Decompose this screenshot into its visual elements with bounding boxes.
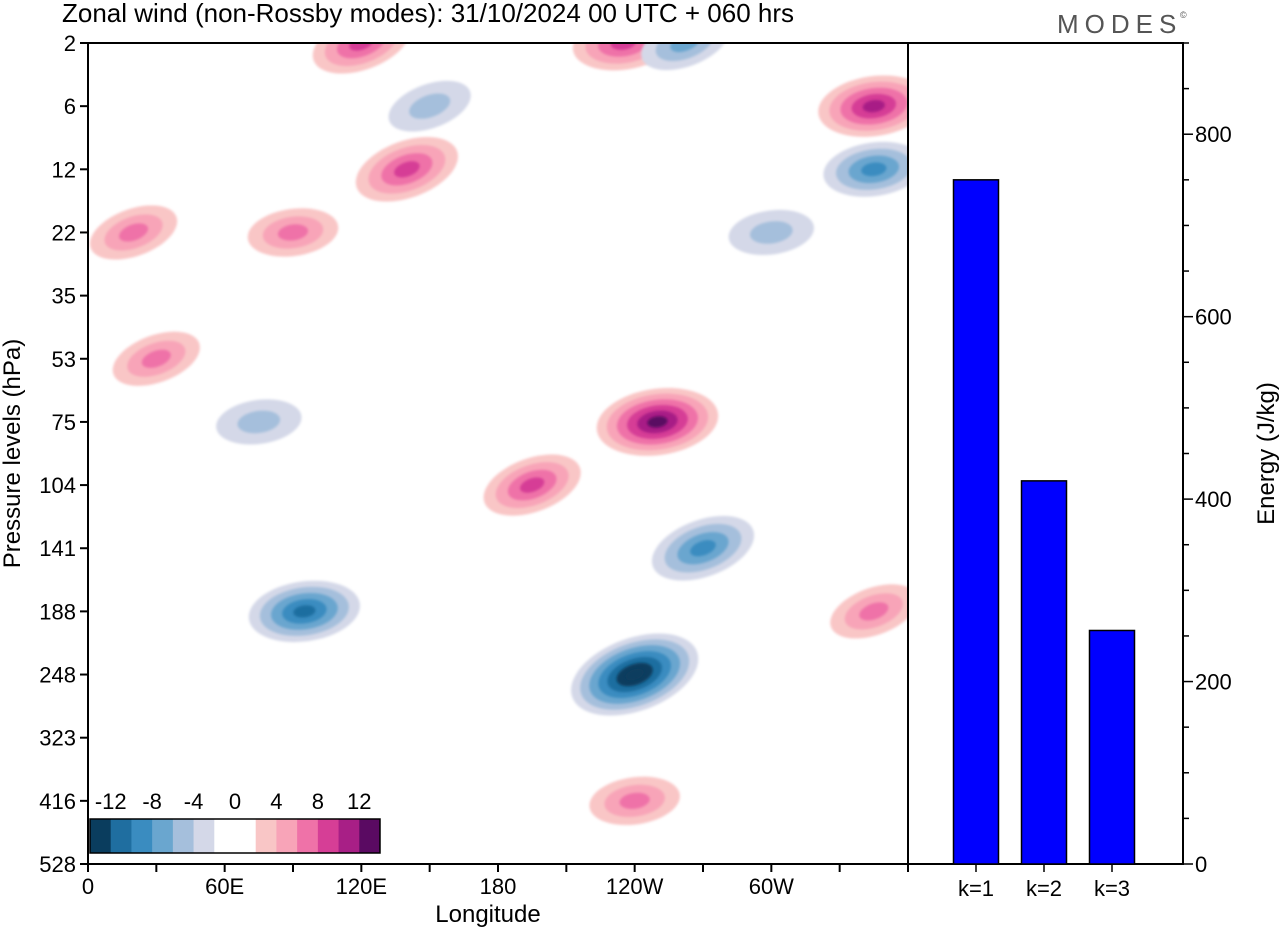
colorbar-swatch [193, 819, 215, 853]
wind-anomaly-blob [818, 75, 908, 137]
energy-tick-label: 400 [1195, 487, 1232, 512]
contour-band [520, 477, 545, 493]
x-tick-label: 120W [606, 874, 664, 899]
colorbar-label: -8 [142, 789, 162, 814]
wind-anomaly-blob [112, 331, 200, 386]
wind-anomaly-blob [596, 387, 719, 456]
y-tick-label: 188 [39, 599, 76, 624]
energy-bar-chart: 0 200 400 600 800 Energy (J/kg) k=1 k=2 k=3 [907, 42, 1280, 901]
colorbar-swatch [255, 819, 277, 853]
energy-bar [1020, 480, 1068, 865]
energy-tick-label: 600 [1195, 305, 1232, 330]
contour-band [625, 668, 644, 681]
wind-anomaly-blob [216, 399, 302, 445]
colorbar-swatch [359, 819, 381, 853]
wind-anomaly-blob [589, 776, 680, 826]
contour-band [619, 792, 650, 809]
wind-anomaly-blob [483, 454, 581, 516]
colorbar-label: 0 [229, 789, 241, 814]
y-tick-label: 22 [52, 220, 76, 245]
colorbar-label: -12 [95, 789, 127, 814]
wind-anomaly-blob [248, 580, 361, 643]
heatmap-field [89, 43, 908, 826]
y-tick-label: 528 [39, 852, 76, 877]
x-tick-label: 60W [749, 874, 794, 899]
colorbar-swatch [276, 819, 298, 853]
modes-logo: MODES [1057, 9, 1183, 39]
contour-band [409, 93, 451, 119]
y-tick-label: 6 [64, 94, 76, 119]
contour-band [141, 349, 171, 368]
y-tick-label: 53 [52, 347, 76, 372]
contour-band [647, 416, 668, 428]
bar-category-label: k=3 [1094, 876, 1130, 901]
energy-bar [952, 179, 1000, 865]
colorbar-frame [89, 818, 381, 854]
colorbar-swatch [235, 819, 257, 853]
contour-band [293, 605, 316, 618]
y-tick-label: 323 [39, 726, 76, 751]
colorbar-swatch [110, 819, 132, 853]
y-tick-label: 248 [39, 663, 76, 688]
y-tick-label: 104 [39, 473, 76, 498]
y-tick-label: 2 [64, 31, 76, 56]
colorbar-legend: -12 -8 -4 0 4 8 12 [89, 789, 381, 854]
y-tick-label: 12 [52, 157, 76, 182]
colorbar-swatch [131, 819, 153, 853]
energy-tick-label: 200 [1195, 670, 1232, 695]
colorbar-swatch [297, 819, 319, 853]
y-tick-label: 416 [39, 789, 76, 814]
wind-anomaly-blob [571, 633, 699, 716]
colorbar-label: 12 [347, 789, 371, 814]
wind-anomaly-blob [830, 584, 908, 639]
contour-band [861, 162, 887, 177]
colorbar-swatch [338, 819, 360, 853]
bar-category-label: k=1 [958, 876, 994, 901]
y-axis-title: Pressure levels (hPa) [0, 339, 26, 568]
contour-band [690, 540, 716, 557]
contour-band [119, 223, 149, 242]
x-axis-title: Longitude [435, 901, 540, 928]
contour-band [237, 410, 281, 434]
colorbar-label: -4 [184, 789, 204, 814]
copyright-mark: © [1180, 10, 1187, 20]
wind-anomaly-blob [355, 136, 458, 202]
colorbar-swatch [152, 819, 174, 853]
bar-category-label: k=2 [1026, 876, 1062, 901]
colorbar-swatch [317, 819, 340, 853]
wind-anomaly-blob [823, 141, 908, 197]
contour-band [749, 221, 793, 244]
contour-band [862, 100, 885, 113]
wind-anomaly-blob [388, 80, 471, 132]
energy-tick-label: 800 [1195, 122, 1232, 147]
contour-band [337, 43, 386, 59]
contour-band [394, 161, 420, 178]
y-tick-label: 141 [39, 536, 76, 561]
y-tick-label: 35 [52, 284, 76, 309]
colorbar-label: 8 [312, 789, 324, 814]
y-tick-label: 75 [52, 410, 76, 435]
x-tick-label: 120E [336, 874, 387, 899]
wind-anomaly-blob [89, 205, 178, 260]
colorbar-swatch [172, 819, 195, 853]
energy-axis-title: Energy (J/kg) [1253, 382, 1280, 525]
x-tick-label: 0 [82, 874, 94, 899]
wind-anomaly-blob [651, 515, 755, 581]
x-tick-label: 180 [480, 874, 517, 899]
colorbar-label: 4 [270, 789, 282, 814]
colorbar-swatch [90, 819, 112, 853]
x-tick-label: 60E [205, 874, 244, 899]
energy-tick-label: 0 [1195, 852, 1207, 877]
chart-title: Zonal wind (non-Rossby modes): 31/10/202… [62, 0, 794, 28]
contour-band [859, 602, 889, 621]
contour-band [277, 224, 309, 241]
wind-anomaly-blob [247, 208, 339, 257]
colorbar-swatch [214, 819, 236, 853]
energy-bar [1088, 629, 1136, 865]
heatmap-frame [87, 42, 909, 865]
wind-anomaly-blob [728, 209, 815, 256]
